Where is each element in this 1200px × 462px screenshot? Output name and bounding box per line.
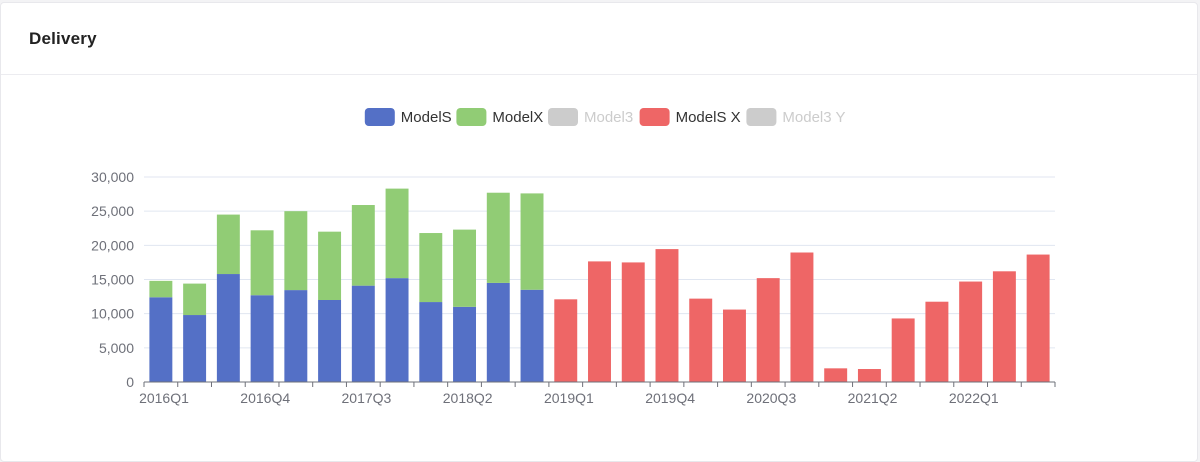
x-tick-label: 2016Q4 bbox=[240, 390, 290, 406]
legend-item-model3[interactable]: Model3 bbox=[548, 108, 633, 126]
bars bbox=[149, 188, 1050, 382]
bar-modelx-2016q3[interactable] bbox=[216, 214, 240, 275]
bar-models-x-2020q2[interactable] bbox=[722, 309, 746, 382]
bar-models-x-2019q2[interactable] bbox=[588, 261, 611, 382]
bar-models-2018q4[interactable] bbox=[520, 289, 544, 382]
legend-swatch[interactable] bbox=[548, 108, 578, 126]
chart-svg: 0 5,000 10,000 15,000 20,000 25,000 30,000 2016… bbox=[91, 108, 1056, 406]
bar-modelx-2018q4[interactable] bbox=[520, 193, 544, 290]
bar-models-x-2022q1[interactable] bbox=[959, 281, 983, 382]
legend: ModelS ModelX Model3 ModelS X Model3 Y bbox=[364, 108, 846, 126]
y-tick-label: 15,000 bbox=[91, 272, 134, 288]
bar-models-x-2019q4[interactable] bbox=[655, 249, 679, 382]
legend-label[interactable]: ModelS X bbox=[676, 109, 741, 126]
legend-item-modelx[interactable]: ModelX bbox=[456, 108, 543, 126]
bar-modelx-2018q2[interactable] bbox=[453, 229, 477, 307]
bar-modelx-2017q2[interactable] bbox=[318, 231, 342, 300]
legend-swatch[interactable] bbox=[639, 108, 670, 126]
legend-label[interactable]: Model3 Y bbox=[782, 109, 845, 126]
legend-label[interactable]: ModelX bbox=[492, 109, 543, 126]
bar-models-2016q4[interactable] bbox=[250, 295, 274, 382]
bar-models-x-2021q1[interactable] bbox=[824, 368, 848, 382]
legend-label[interactable]: Model3 bbox=[584, 109, 633, 126]
bar-modelx-2017q3[interactable] bbox=[351, 205, 375, 286]
bar-models-2017q3[interactable] bbox=[351, 285, 375, 382]
y-tick-label: 10,000 bbox=[91, 306, 134, 322]
delivery-chart: 0 5,000 10,000 15,000 20,000 25,000 30,000 2016… bbox=[1, 75, 1199, 445]
x-tick-label: 2020Q3 bbox=[746, 390, 796, 406]
bar-models-2016q1[interactable] bbox=[149, 297, 173, 382]
bar-models-x-2021q3[interactable] bbox=[891, 318, 915, 382]
legend-item-models[interactable]: ModelS bbox=[364, 108, 452, 126]
bar-models-2018q2[interactable] bbox=[453, 306, 477, 382]
y-tick-label: 20,000 bbox=[91, 237, 134, 253]
bar-modelx-2018q1[interactable] bbox=[419, 233, 443, 303]
legend-swatch[interactable] bbox=[746, 108, 777, 126]
bar-models-x-2019q1[interactable] bbox=[554, 299, 578, 382]
y-tick-label: 5,000 bbox=[99, 340, 134, 356]
x-axis bbox=[143, 381, 1056, 387]
y-axis-tick-labels: 0 5,000 10,000 15,000 20,000 25,000 30,000 bbox=[91, 169, 134, 390]
bar-models-x-2021q2[interactable] bbox=[857, 369, 881, 382]
bar-modelx-2016q2[interactable] bbox=[183, 283, 207, 316]
x-tick-label: 2022Q1 bbox=[949, 390, 999, 406]
x-tick-label: 2021Q2 bbox=[848, 390, 898, 406]
x-axis-tick-labels: 2016Q1 2016Q4 2017Q3 2018Q2 2019Q1 2019Q4 2020… bbox=[139, 390, 999, 406]
bar-models-x-2022q3[interactable] bbox=[1026, 254, 1050, 382]
y-tick-label: 30,000 bbox=[91, 169, 134, 185]
card-title: Delivery bbox=[29, 28, 97, 48]
y-tick-label: 25,000 bbox=[91, 203, 134, 219]
x-tick-label: 2017Q3 bbox=[342, 390, 392, 406]
bar-modelx-2016q4[interactable] bbox=[250, 230, 274, 296]
bar-models-2018q3[interactable] bbox=[486, 282, 510, 382]
bar-models-2017q4[interactable] bbox=[385, 278, 409, 382]
x-tick-label: 2019Q1 bbox=[544, 390, 594, 406]
bar-modelx-2017q4[interactable] bbox=[385, 188, 409, 279]
bar-modelx-2018q3[interactable] bbox=[486, 192, 510, 283]
bar-models-2017q2[interactable] bbox=[318, 300, 342, 382]
bar-models-x-2019q3[interactable] bbox=[621, 262, 645, 382]
bar-modelx-2016q1[interactable] bbox=[149, 280, 173, 298]
bar-models-x-2021q4[interactable] bbox=[925, 301, 949, 382]
bar-models-x-2020q1[interactable] bbox=[689, 298, 713, 382]
bar-models-x-2020q3[interactable] bbox=[756, 278, 780, 382]
x-tick-label: 2016Q1 bbox=[139, 390, 189, 406]
legend-item-models-x[interactable]: ModelS X bbox=[639, 108, 741, 126]
card-header: Delivery bbox=[1, 3, 1197, 75]
bar-models-2016q3[interactable] bbox=[216, 274, 240, 382]
x-tick-label: 2019Q4 bbox=[645, 390, 695, 406]
y-tick-label: 0 bbox=[126, 374, 134, 390]
legend-swatch[interactable] bbox=[456, 108, 487, 126]
x-tick-label: 2018Q2 bbox=[443, 390, 493, 406]
legend-swatch[interactable] bbox=[364, 108, 395, 126]
bar-models-x-2022q2[interactable] bbox=[992, 271, 1016, 382]
legend-label[interactable]: ModelS bbox=[401, 109, 452, 126]
bar-models-2016q2[interactable] bbox=[183, 315, 207, 382]
bar-modelx-2017q1[interactable] bbox=[284, 211, 308, 291]
legend-item-model3-y[interactable]: Model3 Y bbox=[746, 108, 846, 126]
bar-models-2018q1[interactable] bbox=[419, 302, 443, 382]
bar-models-2017q1[interactable] bbox=[284, 290, 308, 382]
bar-models-x-2020q4[interactable] bbox=[790, 252, 814, 382]
